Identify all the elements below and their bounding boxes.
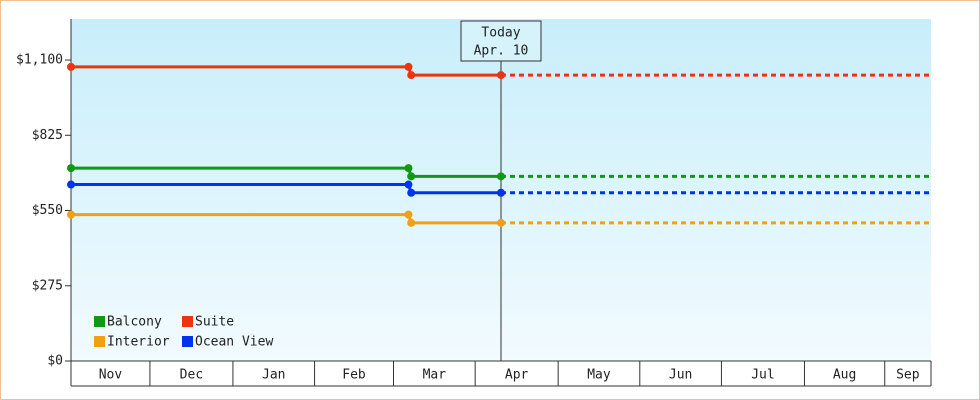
x-tick-label: Apr (505, 368, 529, 383)
y-tick-label: $550 (32, 203, 63, 218)
y-tick-label: $0 (47, 354, 63, 369)
point (497, 218, 505, 227)
legend-swatch (182, 336, 193, 347)
y-tick-label: $1,100 (16, 53, 63, 68)
legend-label: Suite (195, 315, 234, 330)
point (497, 172, 505, 181)
point (407, 218, 416, 227)
legend-label: Ocean View (195, 335, 273, 350)
point (407, 71, 416, 80)
today-label: Today (481, 26, 520, 41)
x-tick-label: Mar (423, 368, 447, 383)
point (67, 180, 75, 189)
point (404, 164, 413, 173)
point (407, 172, 416, 181)
x-tick-label: Jul (751, 368, 774, 383)
legend-label: Balcony (107, 315, 162, 330)
x-tick-label: Feb (342, 368, 366, 383)
today-box (460, 20, 542, 62)
x-tick-label: Nov (99, 368, 123, 383)
point (404, 62, 413, 71)
point (404, 180, 413, 189)
y-tick-label: $825 (32, 128, 63, 143)
x-tick-label: Jan (262, 368, 285, 383)
today-date: Apr. 10 (474, 44, 529, 59)
point (67, 164, 75, 173)
x-tick-label: Dec (180, 368, 203, 383)
x-tick-label: Sep (896, 368, 920, 383)
x-tick-label: Jun (669, 368, 692, 383)
point (407, 188, 416, 197)
point (67, 62, 75, 71)
x-tick-label: May (587, 368, 611, 383)
point (404, 210, 413, 219)
legend-swatch (182, 316, 193, 327)
legend-swatch (94, 336, 105, 347)
point (497, 71, 505, 80)
y-tick-label: $275 (32, 278, 63, 293)
legend-swatch (94, 316, 105, 327)
legend-label: Interior (107, 335, 170, 350)
x-tick-label: Aug (833, 368, 856, 383)
point (497, 188, 505, 197)
point (67, 210, 75, 219)
